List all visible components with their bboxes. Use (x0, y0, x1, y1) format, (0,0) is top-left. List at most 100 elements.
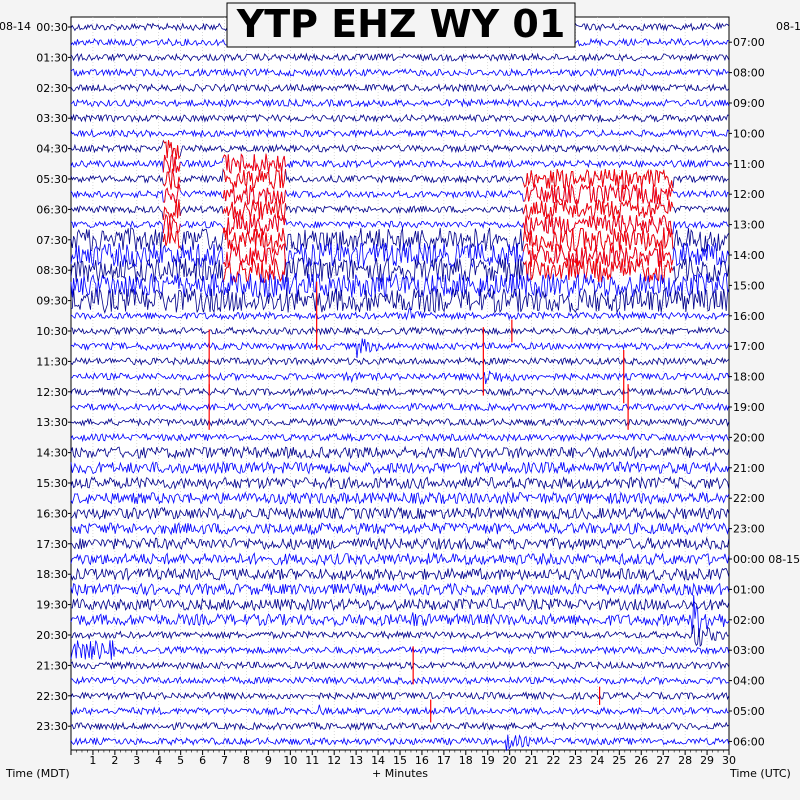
x-tick-label: 3 (133, 754, 140, 767)
x-tick-label: 6 (199, 754, 206, 767)
trace-42 (70, 640, 730, 660)
left-time-label: 11:30 (36, 355, 68, 368)
trace-37 (70, 567, 730, 582)
left-time-label: 22:30 (36, 690, 68, 703)
trace-34 (70, 521, 730, 536)
right-time-label: 11:00 (733, 158, 765, 171)
clipped-segment (162, 227, 674, 254)
trace-6 (70, 98, 730, 108)
title-box (226, 2, 576, 48)
x-tick-label: 18 (459, 754, 473, 767)
trace-40 (70, 595, 730, 638)
trace-22 (70, 338, 730, 359)
right-time-label: 21:00 (733, 462, 765, 475)
trace-4 (70, 67, 729, 78)
right-time-label: 23:00 (733, 523, 765, 536)
left-time-label: 16:30 (36, 507, 68, 520)
left-time-label: 05:30 (36, 173, 68, 186)
trace-9 (70, 139, 730, 160)
x-tick-label: 5 (177, 754, 184, 767)
x-tick-label: 7 (221, 754, 228, 767)
left-axis-label: Time (MDT) (5, 767, 70, 780)
x-tick-label: 22 (547, 754, 561, 767)
trace-20 (70, 306, 729, 321)
left-time-label: 19:30 (36, 599, 68, 612)
trace-5 (70, 82, 730, 93)
right-time-label: 19:00 (733, 401, 765, 414)
right-time-label: 08:00 (733, 67, 765, 80)
x-tick-label: 20 (503, 754, 517, 767)
trace-26 (70, 402, 730, 412)
trace-43 (70, 660, 730, 671)
trace-35 (70, 536, 730, 551)
trace-36 (70, 552, 730, 567)
left-time-label: 21:30 (36, 659, 68, 672)
right-time-label: 06:00 (733, 735, 765, 748)
x-tick-label: 9 (265, 754, 272, 767)
x-tick-label: 23 (568, 754, 582, 767)
right-time-label: 18:00 (733, 371, 765, 384)
right-time-label: 13:00 (733, 219, 765, 232)
left-time-label: 09:30 (36, 295, 68, 308)
left-time-label: 01:30 (36, 51, 68, 64)
left-time-label: 23:30 (36, 720, 68, 733)
right-time-label: 22:00 (733, 492, 765, 505)
trace-38 (70, 582, 730, 597)
right-axis-label: Time (UTC) (729, 767, 791, 780)
trace-23 (70, 356, 730, 367)
right-date-label: 08-15 (776, 20, 800, 33)
right-time-label: 01:00 (733, 583, 765, 596)
right-time-label: 00:00 08-15 (733, 553, 800, 566)
trace-19 (70, 287, 730, 314)
trace-25 (70, 386, 729, 397)
minute-grid (92, 17, 708, 750)
trace-10 (70, 153, 730, 174)
trace-47 (70, 721, 730, 731)
x-tick-label: 16 (415, 754, 429, 767)
x-tick-label: 19 (481, 754, 495, 767)
x-tick-label: 10 (283, 754, 297, 767)
chart-title: YTP EHZ WY 01 (236, 2, 566, 46)
clipped-segment (162, 153, 286, 175)
trace-45 (70, 690, 730, 701)
left-time-label: 17:30 (36, 538, 68, 551)
x-tick-label: 14 (371, 754, 385, 767)
left-time-label: 07:30 (36, 234, 68, 247)
x-tick-label: 17 (437, 754, 451, 767)
trace-46 (70, 704, 729, 716)
left-time-label: 12:30 (36, 386, 68, 399)
x-tick-label: 13 (349, 754, 363, 767)
trace-7 (70, 113, 729, 124)
left-time-label: 18:30 (36, 568, 68, 581)
x-tick-label: 1 (89, 754, 96, 767)
right-time-label: 20:00 (733, 431, 765, 444)
trace-32 (70, 491, 730, 506)
trace-8 (70, 128, 730, 139)
right-time-label: 15:00 (733, 279, 765, 292)
right-time-label: 04:00 (733, 675, 765, 688)
right-time-label: 12:00 (733, 188, 765, 201)
trace-29 (70, 445, 730, 460)
left-time-label: 14:30 (36, 447, 68, 460)
left-time-label: 20:30 (36, 629, 68, 642)
clipped-segment (162, 198, 674, 221)
trace-33 (70, 506, 730, 520)
right-time-label: 05:00 (733, 705, 765, 718)
x-tick-label: 4 (155, 754, 162, 767)
trace-41 (70, 624, 729, 647)
right-time-label: 14:00 (733, 249, 765, 262)
left-time-label: 15:30 (36, 477, 68, 490)
left-time-label: 10:30 (36, 325, 68, 338)
x-axis-label: + Minutes (372, 767, 428, 780)
right-time-label: 07:00 (733, 36, 765, 49)
trace-30 (70, 460, 730, 475)
left-time-labels: 00:30 01:30 02:30 03:30 04:30 05:30 06:30 07:30… (36, 21, 71, 733)
x-tick-label: 26 (634, 754, 648, 767)
clipped-segment (162, 140, 181, 160)
left-date-label: 08-14 (0, 20, 31, 33)
clipped-segment (163, 183, 674, 206)
trace-group (70, 22, 730, 751)
x-tick-label: 29 (700, 754, 714, 767)
trace-31 (70, 475, 730, 490)
